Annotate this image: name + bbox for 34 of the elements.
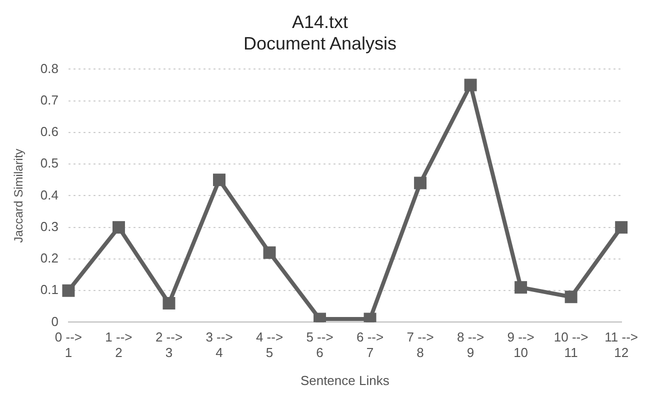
x-axis-title: Sentence Links bbox=[300, 372, 390, 388]
point bbox=[464, 78, 477, 92]
x-tick-label: 1 --> 2 bbox=[105, 330, 132, 360]
point bbox=[263, 246, 276, 259]
x-tick-label: 11 --> 12 bbox=[604, 330, 638, 360]
x-tick-label: 8 --> 9 bbox=[456, 330, 484, 360]
y-tick-label: 0.3 bbox=[40, 218, 58, 234]
y-tick-label: 0.2 bbox=[40, 250, 58, 266]
point bbox=[564, 290, 578, 304]
x-tick-label: 2 --> 3 bbox=[155, 330, 183, 360]
x-tick-label: 9 --> 10 bbox=[507, 330, 534, 360]
point bbox=[615, 221, 628, 234]
y-tick-label: 0 bbox=[51, 314, 58, 329]
y-tick-label: 0.4 bbox=[40, 187, 58, 202]
point bbox=[162, 296, 176, 310]
x-tick-label: 10 --> 11 bbox=[554, 330, 588, 360]
y-tick-label: 0.5 bbox=[40, 156, 58, 171]
chart-title: A14.txt Document Analysis bbox=[243, 12, 397, 54]
x-tick-label: 5 --> 6 bbox=[306, 330, 334, 360]
x-tick-label: 3 --> 4 bbox=[206, 330, 233, 360]
x-tick-label: 6 --> 7 bbox=[356, 330, 384, 360]
y-tick-label: 0.7 bbox=[40, 92, 58, 108]
x-tick-label: 0 --> 1 bbox=[54, 330, 82, 360]
y-axis-title: Jaccard Similarity bbox=[12, 148, 26, 243]
point bbox=[213, 174, 226, 186]
y-tick-label: 0.1 bbox=[40, 282, 58, 298]
y-tick-label: 0.6 bbox=[40, 124, 58, 140]
point bbox=[112, 221, 125, 234]
point bbox=[414, 176, 427, 190]
point bbox=[514, 281, 528, 294]
point bbox=[62, 284, 75, 297]
y-tick-label: 0.8 bbox=[40, 60, 58, 76]
x-tick-label: 7 --> 8 bbox=[406, 330, 434, 360]
x-tick-label: 4 --> 5 bbox=[256, 330, 284, 360]
